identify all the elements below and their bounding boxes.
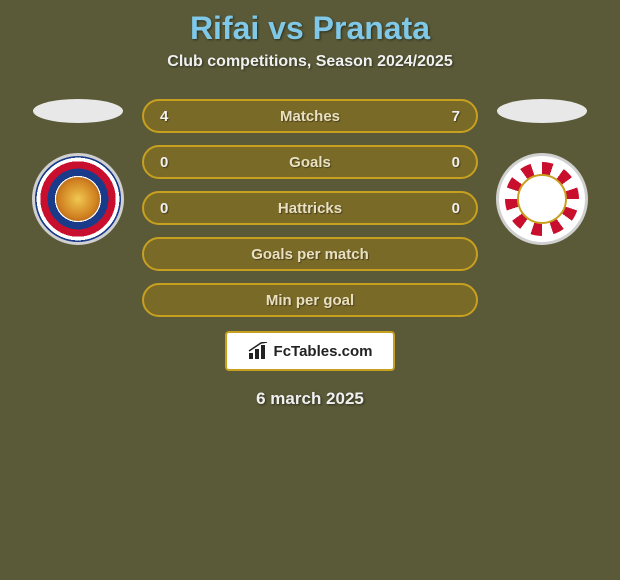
right-column (496, 99, 588, 245)
stat-row-min-per-goal: 0 Min per goal 0 (142, 283, 478, 317)
date-label: 6 march 2025 (256, 389, 364, 409)
comparison-infographic: Rifai vs Pranata Club competitions, Seas… (0, 0, 620, 409)
stat-right-value: 7 (440, 108, 460, 125)
stat-right-value: 0 (440, 154, 460, 171)
left-column (32, 99, 124, 245)
stat-left-value: 0 (160, 154, 180, 171)
main-area: 4 Matches 7 0 Goals 0 0 Hattricks 0 0 Go… (0, 99, 620, 317)
stat-label: Min per goal (266, 292, 354, 309)
team-badge-right (496, 153, 588, 245)
branding-text: FcTables.com (274, 343, 373, 360)
stat-label: Goals (289, 154, 331, 171)
stat-left-value: 4 (160, 108, 180, 125)
stat-label: Matches (280, 108, 340, 125)
stat-right-value: 0 (440, 200, 460, 217)
chart-icon (248, 342, 270, 360)
stat-row-goals: 0 Goals 0 (142, 145, 478, 179)
stat-label: Goals per match (251, 246, 369, 263)
team-badge-left (32, 153, 124, 245)
player-placeholder-right (497, 99, 587, 123)
player-placeholder-left (33, 99, 123, 123)
stat-row-goals-per-match: 0 Goals per match 0 (142, 237, 478, 271)
stat-left-value: 0 (160, 200, 180, 217)
stat-row-hattricks: 0 Hattricks 0 (142, 191, 478, 225)
stat-row-matches: 4 Matches 7 (142, 99, 478, 133)
stat-label: Hattricks (278, 200, 342, 217)
competition-subtitle: Club competitions, Season 2024/2025 (167, 53, 452, 71)
page-title: Rifai vs Pranata (190, 10, 430, 47)
stats-list: 4 Matches 7 0 Goals 0 0 Hattricks 0 0 Go… (142, 99, 478, 317)
branding-badge: FcTables.com (225, 331, 395, 371)
